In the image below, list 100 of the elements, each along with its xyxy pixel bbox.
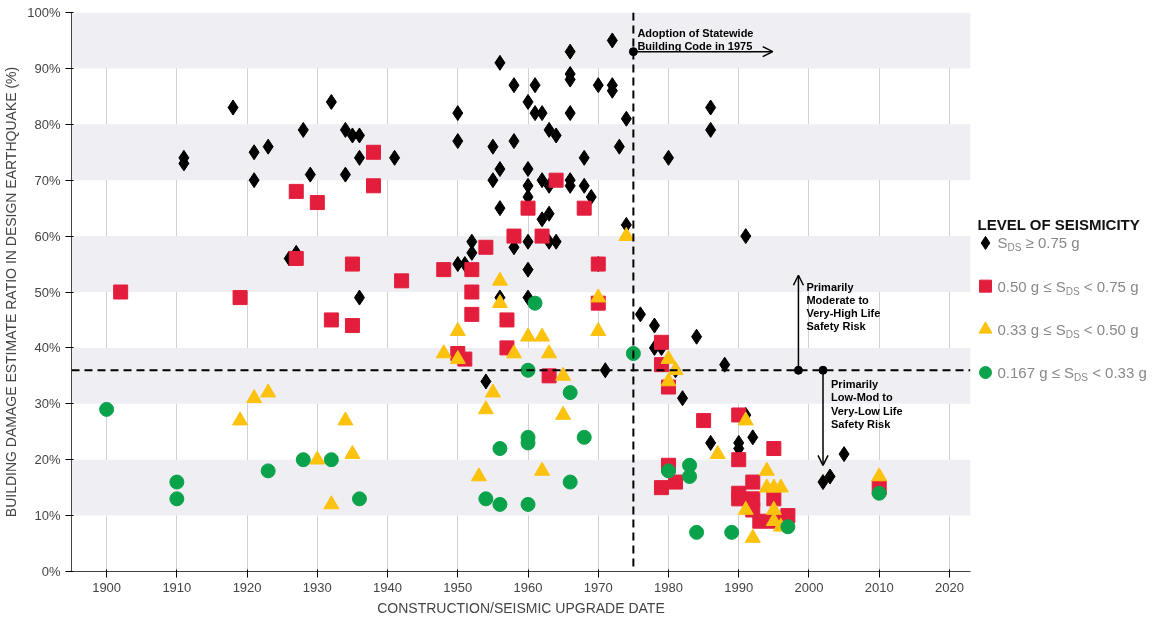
- point: [232, 411, 249, 426]
- point: [478, 491, 494, 507]
- point: [309, 195, 325, 211]
- y-tick-label: 90%: [34, 60, 61, 76]
- point: [520, 200, 536, 216]
- point: [492, 441, 508, 457]
- point: [366, 178, 382, 194]
- y-tick-label: 70%: [34, 172, 61, 188]
- point: [653, 480, 669, 496]
- point: [758, 461, 775, 476]
- point: [323, 312, 339, 328]
- point: [562, 385, 578, 401]
- point: [337, 411, 354, 426]
- point: [232, 290, 248, 306]
- x-tick-label: 1940: [373, 579, 403, 595]
- point: [689, 524, 705, 540]
- annotation: Primarily Low-Mod to Very-Low Life Safety Risk: [831, 378, 903, 430]
- point: [744, 528, 761, 543]
- point: [169, 491, 185, 507]
- point: [478, 239, 494, 255]
- y-tick-label: 100%: [27, 5, 61, 20]
- point: [548, 172, 564, 188]
- point: [436, 262, 452, 278]
- point: [169, 474, 185, 490]
- point: [484, 383, 501, 398]
- point: [724, 524, 740, 540]
- point: [682, 468, 698, 484]
- point: [562, 474, 578, 490]
- point: [527, 295, 543, 311]
- point: [745, 474, 761, 490]
- point: [541, 368, 557, 384]
- point: [660, 372, 677, 387]
- x-axis-title: CONSTRUCTION/SEISMIC UPGRADE DATE: [377, 599, 665, 616]
- point: [323, 495, 340, 510]
- point: [505, 344, 522, 359]
- y-tick-label: 50%: [34, 284, 61, 300]
- y-tick-label: 60%: [34, 228, 61, 244]
- point: [555, 405, 572, 420]
- point: [871, 485, 887, 501]
- point: [351, 491, 367, 507]
- x-tick-label: 2000: [794, 579, 824, 595]
- point: [99, 401, 115, 417]
- x-tick-label: 1910: [162, 579, 192, 595]
- point: [506, 228, 522, 244]
- x-tick-label: 1960: [513, 579, 543, 595]
- point: [520, 496, 536, 512]
- point: [660, 463, 676, 479]
- y-tick-label: 0%: [41, 564, 61, 579]
- x-tick-label: 1930: [302, 579, 332, 595]
- point: [555, 366, 572, 381]
- point: [288, 250, 304, 266]
- point: [323, 452, 339, 468]
- annotation: Adoption of Statewide Building Code in 1975: [637, 26, 754, 52]
- point: [260, 463, 276, 479]
- point: [696, 413, 712, 429]
- point: [660, 349, 677, 364]
- y-tick-label: 80%: [34, 116, 61, 132]
- point: [772, 478, 789, 493]
- point: [737, 411, 754, 426]
- x-tick-label: 1920: [232, 579, 262, 595]
- point: [499, 312, 515, 328]
- point: [765, 500, 782, 515]
- y-tick-label: 20%: [34, 452, 61, 468]
- x-tick-label: 2010: [864, 579, 894, 595]
- point: [653, 334, 669, 350]
- point: [435, 344, 452, 359]
- point: [491, 271, 508, 286]
- point: [520, 327, 537, 342]
- y-tick-label: 40%: [34, 340, 61, 356]
- point: [260, 383, 277, 398]
- point: [709, 444, 726, 459]
- point: [534, 228, 550, 244]
- point: [464, 284, 480, 300]
- point: [541, 344, 558, 359]
- point: [366, 144, 382, 160]
- point: [492, 496, 508, 512]
- point: [464, 262, 480, 278]
- x-tick-label: 1950: [443, 579, 473, 595]
- point: [344, 444, 361, 459]
- y-axis-title: BUILDING DAMAGE ESTIMATE RATIO IN DESIGN EARTHQUAKE (%): [3, 66, 20, 518]
- point: [576, 200, 592, 216]
- point: [344, 318, 360, 334]
- point: [491, 294, 508, 309]
- point: [246, 389, 263, 404]
- point: [309, 450, 326, 465]
- x-tick-label: 1970: [583, 579, 613, 595]
- x-tick-label: 1990: [724, 579, 754, 595]
- point: [752, 513, 768, 529]
- legend-title: LEVEL OF SEISMICITY: [977, 215, 1140, 233]
- point: [534, 327, 551, 342]
- point: [737, 500, 754, 515]
- point: [295, 452, 311, 468]
- y-tick-label: 30%: [34, 396, 61, 412]
- point: [871, 467, 888, 482]
- point: [576, 429, 592, 445]
- y-tick-label: 10%: [34, 508, 61, 524]
- point: [590, 288, 607, 303]
- point: [113, 284, 129, 300]
- point: [668, 474, 684, 490]
- point: [780, 519, 796, 535]
